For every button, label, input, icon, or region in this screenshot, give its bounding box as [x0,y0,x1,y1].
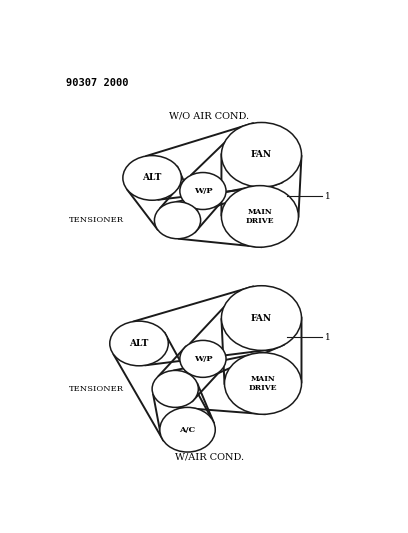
Ellipse shape [152,370,198,407]
Ellipse shape [123,156,182,200]
Text: 1: 1 [325,333,331,342]
Ellipse shape [222,286,302,350]
Text: MAIN
DRIVE: MAIN DRIVE [246,208,274,225]
Ellipse shape [222,185,298,247]
Text: 1: 1 [325,192,331,201]
Ellipse shape [180,341,226,377]
Text: W/AIR COND.: W/AIR COND. [175,452,244,461]
Text: ALT: ALT [142,173,162,182]
Ellipse shape [224,353,302,414]
Text: W/P: W/P [194,187,212,195]
Text: TENSIONER: TENSIONER [69,216,124,224]
Text: TENSIONER: TENSIONER [69,385,124,393]
Text: W/O AIR COND.: W/O AIR COND. [169,112,249,121]
Text: A/C: A/C [180,426,196,434]
Text: ALT: ALT [129,339,149,348]
Ellipse shape [155,202,201,239]
Ellipse shape [160,407,215,452]
Text: MAIN
DRIVE: MAIN DRIVE [249,375,277,392]
Text: 90307 2000: 90307 2000 [66,78,129,88]
Ellipse shape [110,321,168,366]
Text: FAN: FAN [251,150,272,159]
Text: W/P: W/P [194,355,212,363]
Text: FAN: FAN [251,313,272,322]
Ellipse shape [222,123,302,187]
Ellipse shape [180,173,226,209]
